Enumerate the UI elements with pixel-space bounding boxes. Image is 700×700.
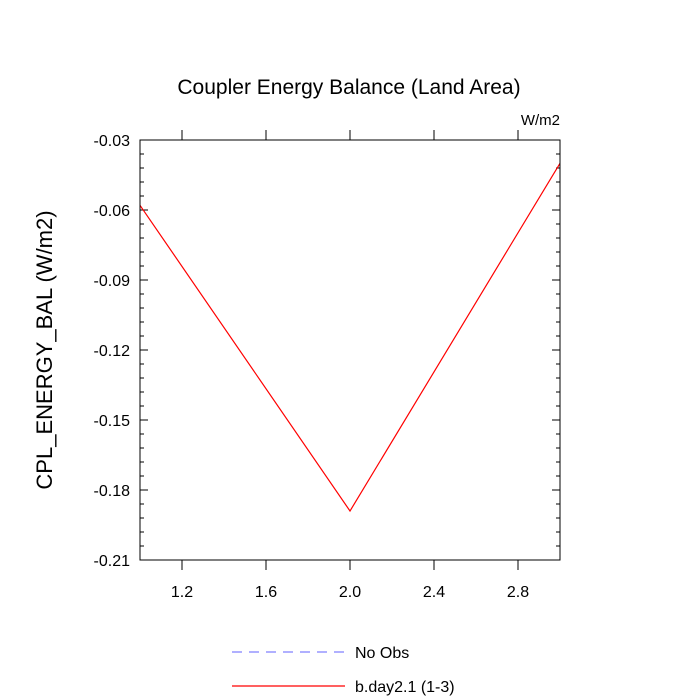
legend-label: b.day2.1 (1-3) [355,679,455,696]
x-tick-label: 2.4 [423,584,445,601]
x-tick-label: 2.0 [339,584,361,601]
x-tick-label: 2.8 [507,584,529,601]
y-tick-label: -0.09 [94,273,131,290]
y-tick-label: -0.12 [94,343,131,360]
y-tick-label: -0.03 [94,133,131,150]
series-line [139,162,561,513]
y-tick-label: -0.18 [94,483,131,500]
legend-label: No Obs [355,645,409,662]
series-lines [139,162,561,513]
y-tick-label: -0.15 [94,413,131,430]
x-tick-label: 1.2 [171,584,193,601]
chart-title: Coupler Energy Balance (Land Area) [177,76,520,99]
y-tick-label: -0.21 [94,553,131,570]
y-axis-label: CPL_ENERGY_BAL (W/m2) [32,210,57,489]
plot-frame [139,139,561,561]
units-label: W/m2 [521,112,560,129]
axis-ticks: -0.03 -0.06 -0.09 -0.12 -0.15 -0.18 -0.21 1.2 1.… [94,130,560,601]
x-tick-label: 1.6 [255,584,277,601]
y-tick-label: -0.06 [94,203,131,220]
legend: No Obs b.day2.1 (1-3) [232,645,455,696]
